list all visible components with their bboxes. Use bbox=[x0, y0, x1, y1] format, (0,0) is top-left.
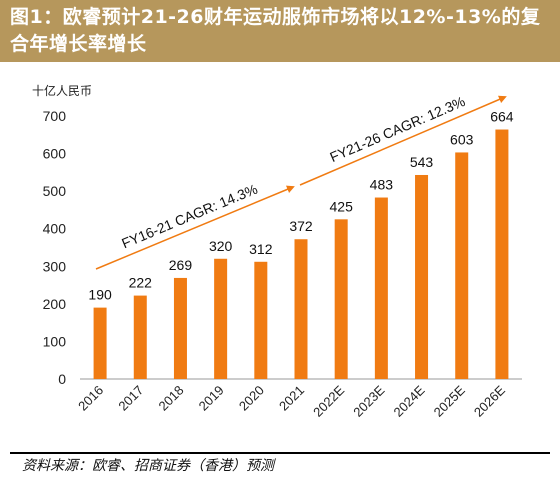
bar bbox=[374, 197, 388, 379]
data-label: 190 bbox=[88, 287, 112, 303]
y-tick-label: 0 bbox=[58, 371, 66, 387]
y-axis-ticks: 0 100 200 300 400 500 600 700 bbox=[43, 108, 67, 387]
source-note: 资料来源：欧睿、招商证券（香港）预测 bbox=[22, 458, 274, 474]
data-label: 543 bbox=[410, 154, 434, 170]
x-tick-label: 2023E bbox=[350, 382, 387, 419]
data-label: 222 bbox=[129, 275, 153, 291]
cagr-arrow bbox=[95, 185, 295, 270]
bar-chart: 十亿人民币 0 100 200 300 400 500 600 700 190 222 269 32… bbox=[0, 62, 560, 452]
bar bbox=[133, 295, 147, 379]
data-label: 603 bbox=[450, 131, 474, 147]
chart-title: 图1：欧睿预计21-26财年运动服饰市场将以12%-13%的复合年增长率增长 bbox=[10, 6, 541, 55]
bars bbox=[93, 129, 509, 379]
bar bbox=[495, 129, 509, 379]
bar bbox=[455, 152, 469, 379]
data-label: 483 bbox=[370, 177, 394, 193]
y-tick-label: 300 bbox=[43, 258, 67, 274]
x-tick-label: 2024E bbox=[390, 382, 427, 419]
chart-header: 图1：欧睿预计21-26财年运动服饰市场将以12%-13%的复合年增长率增长 bbox=[0, 0, 560, 62]
x-tick-label: 2017 bbox=[115, 383, 146, 414]
value-labels: 190 222 269 320 312 372 425 483 543 603 664 bbox=[88, 109, 513, 303]
x-tick-label: 2026E bbox=[471, 382, 508, 419]
bar bbox=[173, 277, 187, 379]
data-label: 664 bbox=[490, 109, 514, 125]
data-label: 372 bbox=[289, 218, 313, 234]
bar-chart-svg: 十亿人民币 0 100 200 300 400 500 600 700 190 222 269 32… bbox=[32, 83, 522, 420]
x-tick-label: 2025E bbox=[431, 382, 468, 419]
bar bbox=[334, 219, 348, 379]
cagr-label: FY16-21 CAGR: 14.3% bbox=[119, 181, 259, 252]
x-tick-label: 2020 bbox=[236, 383, 267, 414]
bar bbox=[415, 174, 429, 379]
data-label: 312 bbox=[249, 241, 273, 257]
y-tick-label: 600 bbox=[43, 146, 67, 162]
cagr-label: FY21-26 CAGR: 12.3% bbox=[327, 93, 467, 165]
x-tick-label: 2021 bbox=[276, 383, 307, 414]
x-tick-label: 2018 bbox=[156, 383, 187, 414]
footer-rule bbox=[10, 452, 550, 454]
x-tick-label: 2016 bbox=[75, 383, 106, 414]
cagr-arrow bbox=[299, 95, 507, 186]
y-tick-label: 400 bbox=[43, 221, 67, 237]
bar bbox=[254, 261, 268, 379]
x-axis-ticks: 2016 2017 2018 2019 2020 2021 2022E 2023E 2024E 2… bbox=[75, 382, 508, 419]
bar bbox=[294, 239, 308, 379]
y-tick-label: 500 bbox=[43, 183, 67, 199]
bar bbox=[214, 258, 228, 379]
bar bbox=[93, 307, 107, 379]
y-tick-label: 700 bbox=[43, 108, 67, 124]
x-tick-label: 2022E bbox=[310, 382, 347, 419]
data-label: 425 bbox=[330, 198, 354, 214]
data-label: 320 bbox=[209, 238, 233, 254]
y-tick-label: 100 bbox=[43, 333, 67, 349]
data-label: 269 bbox=[169, 257, 193, 273]
y-axis-label: 十亿人民币 bbox=[32, 83, 92, 98]
y-tick-label: 200 bbox=[43, 296, 67, 312]
x-tick-label: 2019 bbox=[196, 383, 227, 414]
